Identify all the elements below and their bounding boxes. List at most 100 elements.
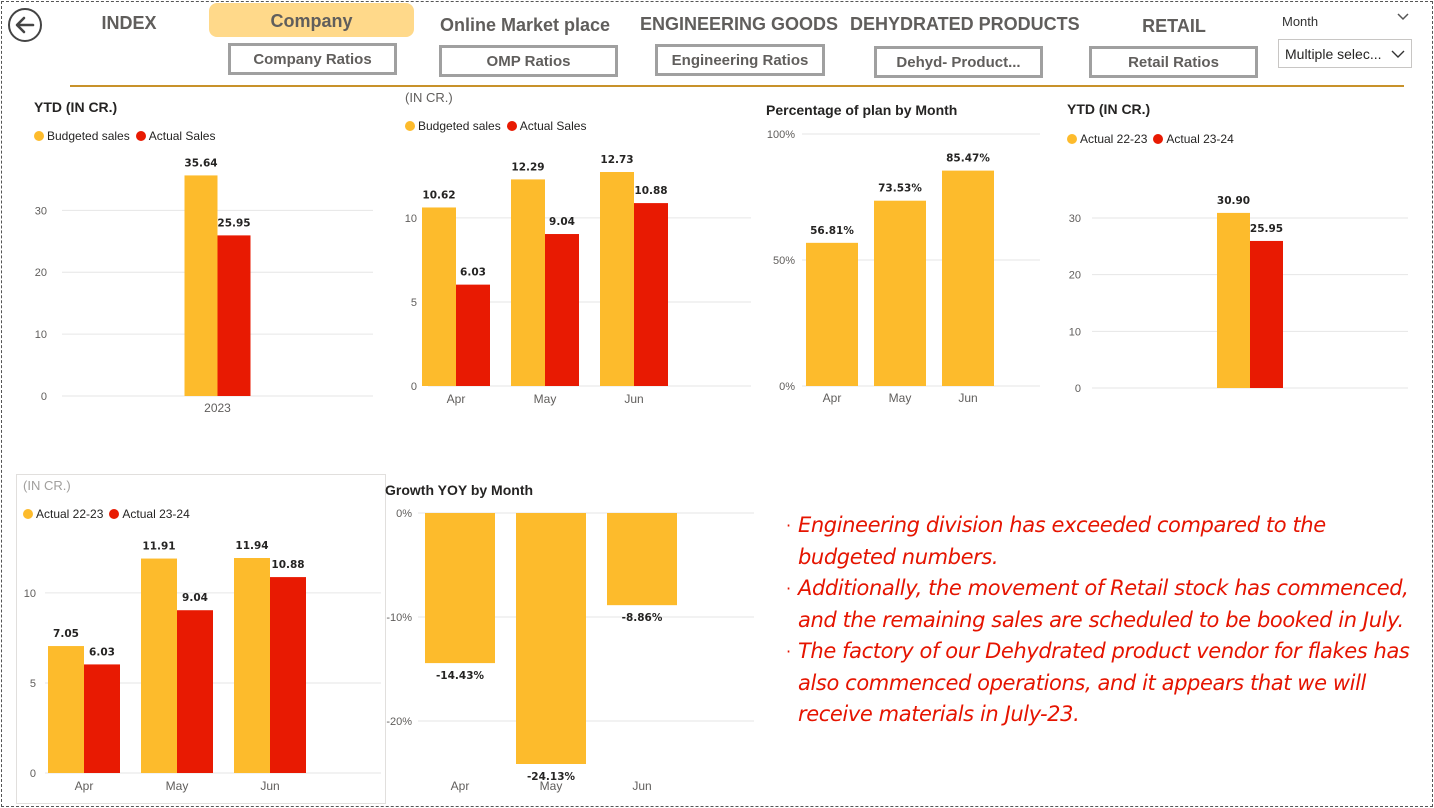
- legend-label: Actual 23-24: [1166, 132, 1234, 146]
- header-divider: [70, 85, 1404, 87]
- data-label: 6.03: [460, 267, 486, 279]
- bar: [234, 558, 270, 773]
- legend-label: Actual Sales: [148, 129, 216, 143]
- retail-ratios-button[interactable]: Retail Ratios: [1089, 46, 1258, 78]
- data-label: 9.04: [549, 216, 575, 228]
- nav-index[interactable]: INDEX: [101, 13, 157, 33]
- data-label: 10.88: [271, 559, 304, 571]
- legend-dot-22-23: [23, 509, 33, 519]
- bar: [184, 175, 218, 396]
- y-tick-label: 20: [35, 267, 47, 279]
- bar: [545, 234, 579, 386]
- chevron-down-icon[interactable]: [1396, 10, 1410, 24]
- y-tick-label: 0: [30, 768, 36, 780]
- back-button[interactable]: [8, 8, 42, 42]
- y-tick-label: 10: [405, 213, 417, 225]
- bar: [1217, 212, 1250, 388]
- data-label: 6.03: [89, 646, 115, 658]
- legend-label: Budgeted sales: [418, 119, 501, 133]
- chart-plot: 0 10 20 30 35.64 25.95 2023: [35, 157, 373, 415]
- bar: [270, 577, 306, 773]
- chart-title: Percentage of plan by Month: [766, 102, 958, 118]
- data-label: -14.43%: [436, 670, 485, 682]
- x-category-label: May: [166, 779, 189, 793]
- legend-dot-23-24: [1153, 134, 1164, 144]
- data-label: 30.90: [1217, 195, 1250, 207]
- bar: [511, 179, 545, 386]
- x-category-label: Apr: [447, 392, 466, 406]
- dehyd-product-ratios-button[interactable]: Dehyd- Product...: [874, 46, 1043, 78]
- legend-dot-actual: [135, 131, 146, 141]
- legend-dot-22-23: [1067, 134, 1077, 144]
- chart-monthly-budget-vs-actual: (IN CR.) Budgeted sales Actual Sales 0 5 1…: [398, 88, 768, 418]
- y-tick-label: -20%: [386, 716, 412, 728]
- chart-title: (IN CR.): [405, 90, 453, 105]
- bar: [806, 242, 858, 386]
- legend-dot-23-24: [109, 509, 120, 519]
- chart-title: YTD (IN CR.): [34, 99, 118, 115]
- chart-ytd-budget-vs-actual: YTD (IN CR.) Budgeted sales Actual Sales…: [28, 92, 378, 422]
- chart-legend: Budgeted sales Actual Sales: [34, 129, 215, 143]
- bar: [422, 207, 456, 386]
- commentary-notes: Engineering division has exceeded compar…: [786, 510, 1416, 731]
- bar: [600, 172, 634, 386]
- chart-plot: 0 10 20 30 30.90 25.95: [1069, 195, 1408, 395]
- nav-dehydrated-products[interactable]: DEHYDRATED PRODUCTS: [850, 14, 1080, 34]
- y-tick-label: 5: [411, 297, 417, 309]
- data-label: 73.53%: [878, 183, 922, 195]
- x-category-label: 2023: [204, 401, 231, 415]
- month-slicer-title: Month: [1282, 14, 1319, 29]
- y-tick-label: 0%: [396, 508, 412, 520]
- y-tick-label: 100%: [767, 129, 795, 141]
- y-tick-label: 10: [35, 329, 47, 341]
- x-category-label: Apr: [823, 391, 842, 405]
- y-tick-label: 30: [1069, 213, 1081, 225]
- company-ratios-button[interactable]: Company Ratios: [228, 43, 397, 75]
- nav-engineering-goods[interactable]: ENGINEERING GOODS: [640, 14, 839, 34]
- chart-plot: 0% 50% 100% 56.81% Apr 73.53% May 85.47% Jun: [767, 129, 1040, 405]
- data-label: 11.91: [142, 541, 175, 553]
- data-label: 35.64: [184, 157, 217, 169]
- data-label: 25.95: [1250, 223, 1283, 235]
- x-category-label: May: [540, 779, 563, 793]
- y-tick-label: 50%: [773, 255, 795, 267]
- nav-company[interactable]: Company: [209, 3, 414, 37]
- bar: [84, 664, 120, 773]
- x-category-label: Apr: [75, 779, 94, 793]
- chart-growth-yoy: Growth YOY by Month 0% -10% -20% -14.43% Apr…: [378, 474, 770, 804]
- y-tick-label: 20: [1069, 270, 1081, 282]
- x-category-label: Apr: [451, 779, 470, 793]
- chart-title: (IN CR.): [23, 478, 71, 493]
- note-item: The factory of our Dehydrated product ve…: [786, 636, 1416, 731]
- chart-panel-border: [16, 474, 386, 804]
- bar: [607, 513, 677, 606]
- x-category-label: May: [889, 391, 912, 405]
- bar: [425, 513, 495, 664]
- y-tick-label: 10: [24, 588, 36, 600]
- y-tick-label: -10%: [386, 612, 412, 624]
- legend-label: Actual 23-24: [122, 507, 190, 521]
- bar: [516, 513, 586, 764]
- engineering-ratios-button[interactable]: Engineering Ratios: [655, 44, 825, 76]
- chart-ytd-year-over-year: YTD (IN CR.) Actual 22-23 Actual 23-24 0…: [1062, 94, 1418, 424]
- chart-plot: 0% -10% -20% -14.43% Apr -24.13%May -8.86% Jun: [386, 508, 754, 793]
- x-category-label: Jun: [260, 779, 279, 793]
- data-label: -8.86%: [622, 612, 663, 624]
- chart-title: Growth YOY by Month: [385, 482, 534, 498]
- data-label: 85.47%: [946, 153, 990, 165]
- legend-dot-budget: [405, 121, 415, 131]
- chart-legend: Budgeted sales Actual Sales: [405, 119, 586, 133]
- nav-online-market-place[interactable]: Online Market place: [439, 15, 611, 35]
- x-category-label: Jun: [624, 392, 643, 406]
- data-label: 10.62: [422, 189, 455, 201]
- month-slicer-dropdown[interactable]: Multiple selec...: [1278, 39, 1412, 68]
- month-slicer-value: Multiple selec...: [1285, 45, 1382, 62]
- note-item: Engineering division has exceeded compar…: [786, 510, 1416, 573]
- omp-ratios-button[interactable]: OMP Ratios: [439, 45, 618, 77]
- y-tick-label: 0%: [779, 381, 795, 393]
- y-tick-label: 30: [35, 205, 47, 217]
- y-tick-label: 0: [41, 391, 47, 403]
- chart-title: YTD (IN CR.): [1067, 101, 1151, 117]
- data-label: 7.05: [53, 628, 79, 640]
- nav-retail[interactable]: RETAIL: [1142, 16, 1206, 36]
